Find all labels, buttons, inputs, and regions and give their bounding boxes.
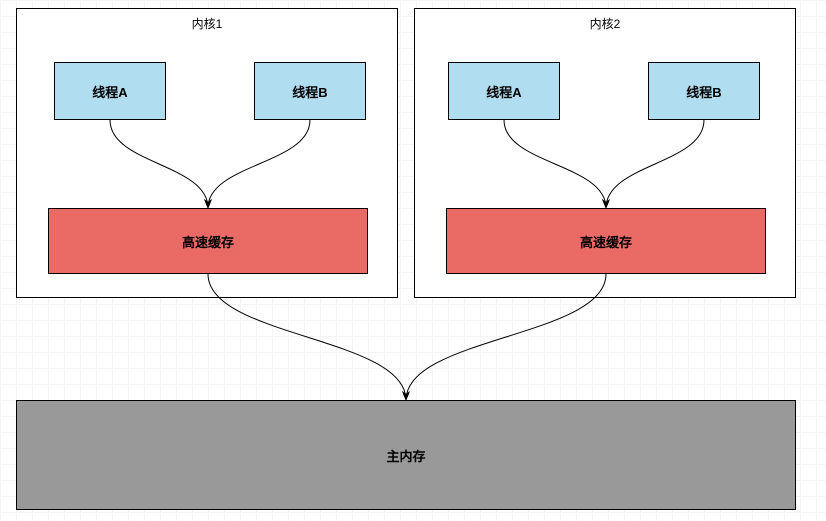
core-2-label: 内核2 bbox=[415, 15, 795, 32]
thread-b-2: 线程B bbox=[648, 62, 760, 120]
main-memory-label: 主内存 bbox=[386, 446, 425, 465]
thread-a-1-label: 线程A bbox=[92, 82, 127, 101]
cache-2: 高速缓存 bbox=[446, 208, 766, 274]
cache-1: 高速缓存 bbox=[48, 208, 368, 274]
thread-b-2-label: 线程B bbox=[686, 82, 721, 101]
thread-a-1: 线程A bbox=[54, 62, 166, 120]
thread-b-1: 线程B bbox=[254, 62, 366, 120]
thread-a-2-label: 线程A bbox=[486, 82, 521, 101]
main-memory: 主内存 bbox=[16, 400, 796, 510]
cache-1-label: 高速缓存 bbox=[182, 232, 234, 251]
thread-a-2: 线程A bbox=[448, 62, 560, 120]
thread-b-1-label: 线程B bbox=[292, 82, 327, 101]
core-1-label: 内核1 bbox=[17, 15, 397, 32]
cache-2-label: 高速缓存 bbox=[580, 232, 632, 251]
